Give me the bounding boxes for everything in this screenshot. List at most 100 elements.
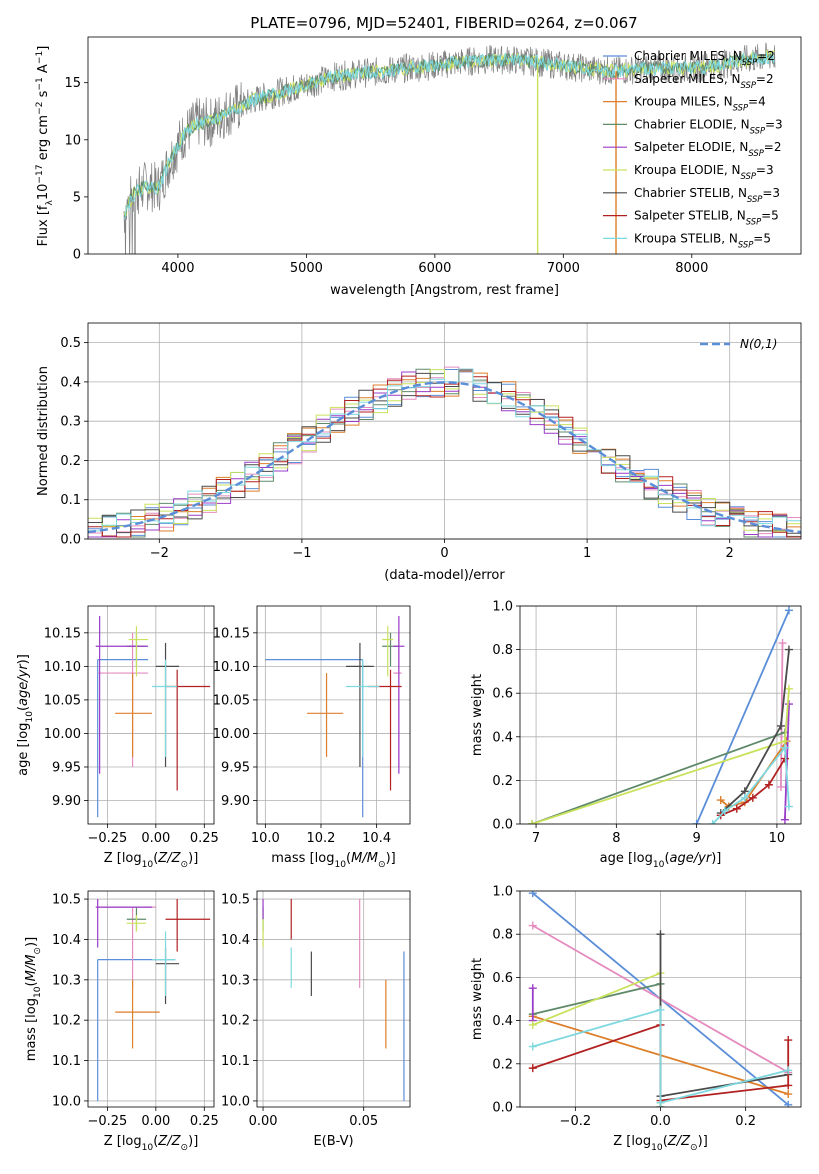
label-part: Z/Z [157,851,181,866]
y-tick-label: 0.8 [492,643,513,658]
label-part: 10 [334,860,346,870]
label-part: M/M [351,851,378,866]
y-tick-label: 9.90 [221,794,250,809]
label-part: mass [log [271,851,334,866]
weight-marker [740,793,749,802]
axes-mass_vs_ebv: 0.00 0.05 10.0 10.1 10.2 10.3 10.4 10.5 E(B-V) [221,890,411,1149]
y-tick-label: 10.0 [52,1094,81,1109]
label-part: ( [24,981,39,986]
x-tick-label: −0.25 [87,1114,127,1129]
label-part: −1 [35,51,45,64]
x-tick-label: 4000 [161,261,194,276]
label-part: Z [log [613,1134,651,1149]
weight-line [531,731,786,824]
label-part: Salpeter MILES, N [634,72,741,86]
y-tick-label: 10.15 [44,626,81,641]
legend-label: Kroupa MILES, NSSP=4 [634,95,766,113]
y-tick-label: 0.4 [492,730,513,745]
label-part: Salpeter ELODIE, N [634,140,748,154]
label-part: ( [663,1134,668,1149]
weight-marker [764,780,773,789]
y-tick-label: 10.00 [213,727,250,742]
y-tick-label: 0.0 [492,1101,513,1116]
weight-marker [528,984,537,993]
label-part: ( [346,851,351,866]
label-part: Z [log [104,851,142,866]
x-tick-label: 0.25 [190,831,219,846]
x-tick-label: 0 [440,546,448,561]
plot-area-weight_vs_Z [528,891,793,1107]
axes-frame [87,322,802,540]
label-part: =2 [764,140,782,154]
label-part: −1 [35,77,45,90]
weight-marker [784,1090,793,1099]
y-tick-label: 0.4 [492,1014,513,1029]
y-axis-label: age [log10(age/yr)] [16,654,35,776]
x-tick-label: 1 [583,546,591,561]
label-part: Kroupa MILES, N [634,95,733,109]
axes-frame [256,605,411,825]
label-part: SSP [746,217,762,227]
weight-marker [784,606,793,615]
x-tick-label: 2 [726,546,734,561]
x-tick-label: −2 [150,546,169,561]
normal-curve [88,381,801,534]
y-tick-label: 10.05 [44,693,81,708]
weight-line [784,704,790,820]
model-spectrum [123,51,775,218]
x-axis-label: mass [log10(M/M⊙)] [271,851,395,870]
label-part: )] [386,851,396,866]
y-tick-label: 10.1 [221,1054,250,1069]
axes-frame [519,890,802,1108]
weight-marker [776,782,785,791]
label-part: )] [698,1134,708,1149]
y-tick-label: 10.5 [52,893,81,908]
label-part: λ [45,200,55,206]
label-part: Flux [f [36,205,51,246]
x-tick-label: 10.2 [307,831,336,846]
label-part: SSP [738,239,754,249]
figure-title: PLATE=0796, MJD=52401, FIBERID=0264, z=0… [250,14,637,32]
weight-marker [528,891,537,898]
y-tick-label: 1.0 [492,885,513,900]
weight-marker [656,930,665,939]
label-part: s [36,90,51,101]
x-axis-label: age [log10(age/yr)] [600,851,722,870]
label-part: erg cm [36,115,51,164]
label-part: =3 [765,117,783,131]
weight-marker [528,820,537,824]
x-tick-label: 10.4 [362,831,391,846]
axes-residuals: −2 −1 0 1 2 0.0 0.1 0.2 0.3 0.4 0.5 (data-model)/er… [36,322,802,583]
axes-frame [87,605,215,825]
x-axis-label: (data-model)/error [384,568,505,583]
label-part: )] [16,654,31,664]
histogram-salpeter-stelib [88,368,801,538]
y-tick-label: 10.1 [52,1054,81,1069]
label-part: 10 [33,986,43,998]
label-part: Z/Z [667,1134,691,1149]
y-axis-label: Normed distribution [36,366,51,496]
legend-label: Kroupa STELIB, NSSP=5 [634,231,771,249]
x-tick-label: −0.25 [87,831,127,846]
x-tick-label: 0.05 [349,1114,378,1129]
weight-marker [732,804,741,813]
weight-marker [528,1042,537,1051]
y-tick-label: 10 [64,133,81,148]
axes-age_vs_Z: −0.25 0.00 0.25 9.90 9.95 10.00 10.05 10.10 10.1… [16,605,219,870]
y-tick-label: 10.3 [52,973,81,988]
x-tick-label: −0.2 [560,1114,592,1129]
axes-weight_vs_Z: −0.2 0.0 0.2 0.0 0.2 0.4 0.6 0.8 1.0 Z [log10(Z/Z… [470,885,802,1153]
label-part: age [log [16,723,31,776]
weight-marker [776,721,785,730]
weight-marker [780,743,789,752]
plot-area-age_vs_mass [265,616,405,818]
weight-marker [784,1081,793,1090]
x-axis-label: Z [log10(Z/Z⊙)] [104,851,199,870]
x-tick-label: 0.00 [249,1114,278,1129]
x-tick-label: 0.25 [190,1114,219,1129]
label-part: M/M [24,955,39,982]
y-tick-label: 0.4 [60,375,81,390]
label-part: SSP [748,148,764,158]
